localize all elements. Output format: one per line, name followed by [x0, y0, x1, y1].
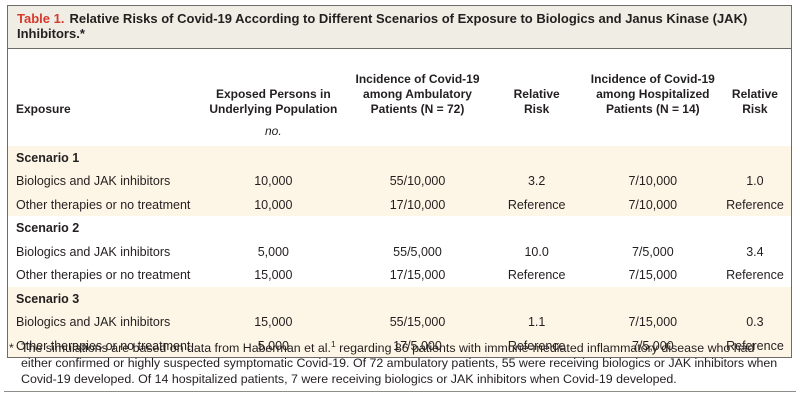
cell-ambulatory-incidence: 55/10,000: [389, 174, 446, 189]
footnote-reference-superscript: 1: [330, 338, 336, 349]
col-header-exposed-persons: Exposed Persons in Underlying Population: [209, 86, 338, 116]
scenario-3-label: Scenario 3: [16, 291, 80, 306]
col-header-relative-risk-hospitalized: Relative Risk: [731, 86, 778, 116]
cell-ambulatory-incidence: 55/5,000: [393, 244, 442, 259]
cell-ambulatory-incidence: 55/15,000: [389, 315, 446, 330]
unit-note: no.: [264, 123, 282, 138]
cell-hospitalized-incidence: 7/15,000: [628, 315, 678, 330]
scenario-1-label: Scenario 1: [16, 150, 80, 165]
cell-population: 15,000: [254, 268, 293, 283]
scenario-2-biologics-row: Biologics and JAK inhibitors 5,000 55/5,…: [8, 240, 791, 264]
col-header-exposure: Exposure: [16, 101, 71, 116]
header-row: Exposure Exposed Persons in Underlying P…: [8, 49, 791, 119]
scenario-2-header-row: Scenario 2: [8, 216, 791, 240]
scenario-3-other-row: Other therapies or no treatment 5,000 17…: [8, 333, 791, 358]
cell-exposure: Other therapies or no treatment: [16, 338, 191, 353]
unit-row: no.: [8, 119, 791, 146]
cell-ambulatory-incidence: 17/5,000: [393, 338, 442, 353]
cell-population: 10,000: [254, 197, 293, 212]
scenario-3-header-row: Scenario 3: [8, 286, 791, 311]
cell-hospitalized-rr: 3.4: [746, 244, 764, 259]
cell-population: 15,000: [254, 315, 293, 330]
footnote-text-post: regarding 86 patients with immune-mediat…: [21, 341, 778, 386]
cell-population: 10,000: [254, 174, 293, 189]
cell-exposure: Biologics and JAK inhibitors: [16, 315, 171, 330]
table-title-bar: Table 1. Relative Risks of Covid-19 Accor…: [8, 6, 791, 49]
cell-ambulatory-incidence: 17/15,000: [389, 268, 446, 283]
cell-hospitalized-incidence: 7/5,000: [631, 244, 674, 259]
scenario-2-other-row: Other therapies or no treatment 15,000 1…: [8, 263, 791, 287]
table1-container: Table 1. Relative Risks of Covid-19 Accor…: [7, 5, 792, 359]
footnote-text-pre: The simulations are based on data from H…: [21, 341, 331, 355]
cell-hospitalized-incidence: 7/10,000: [628, 174, 678, 189]
cell-ambulatory-rr: Reference: [507, 268, 566, 283]
cell-ambulatory-rr: 10.0: [524, 244, 549, 259]
relative-risk-table: Exposure Exposed Persons in Underlying P…: [8, 49, 791, 358]
scenario-2-label: Scenario 2: [16, 221, 80, 236]
cell-ambulatory-rr: 3.2: [527, 174, 546, 189]
col-header-incidence-ambulatory: Incidence of Covid-19 among Ambulatory P…: [355, 71, 480, 116]
scenario-1-other-row: Other therapies or no treatment 10,000 1…: [8, 192, 791, 217]
cell-ambulatory-rr: Reference: [507, 338, 566, 353]
cell-hospitalized-incidence: 7/10,000: [628, 197, 678, 212]
cell-hospitalized-incidence: 7/15,000: [628, 268, 678, 283]
cell-hospitalized-incidence: 7/5,000: [631, 338, 674, 353]
scenario-1-header-row: Scenario 1: [8, 145, 791, 170]
cell-ambulatory-incidence: 17/10,000: [389, 197, 446, 212]
bottom-rule: [4, 391, 796, 392]
cell-exposure: Biologics and JAK inhibitors: [16, 244, 171, 259]
cell-exposure: Other therapies or no treatment: [16, 268, 191, 283]
table-number-label: Table 1.: [17, 11, 65, 26]
cell-ambulatory-rr: 1.1: [527, 315, 546, 330]
col-header-incidence-hospitalized: Incidence of Covid-19 among Hospitalized…: [590, 71, 715, 116]
col-header-relative-risk-ambulatory: Relative Risk: [513, 86, 560, 116]
cell-hospitalized-rr: Reference: [726, 197, 784, 212]
cell-hospitalized-rr: Reference: [726, 338, 784, 353]
table-title-text: Relative Risks of Covid-19 According to …: [17, 11, 748, 41]
cell-hospitalized-rr: 1.0: [746, 174, 764, 189]
scenario-1-biologics-row: Biologics and JAK inhibitors 10,000 55/1…: [8, 169, 791, 193]
table-footnote: * The simulations are based on data from …: [8, 338, 783, 387]
scenario-3-biologics-row: Biologics and JAK inhibitors 15,000 55/1…: [8, 310, 791, 334]
cell-population: 5,000: [257, 244, 289, 259]
cell-ambulatory-rr: Reference: [507, 197, 566, 212]
cell-population: 5,000: [257, 338, 289, 353]
footnote-asterisk: *: [9, 341, 14, 355]
cell-hospitalized-rr: Reference: [726, 268, 784, 283]
cell-hospitalized-rr: 0.3: [746, 315, 764, 330]
cell-exposure: Other therapies or no treatment: [16, 197, 191, 212]
cell-exposure: Biologics and JAK inhibitors: [16, 174, 171, 189]
